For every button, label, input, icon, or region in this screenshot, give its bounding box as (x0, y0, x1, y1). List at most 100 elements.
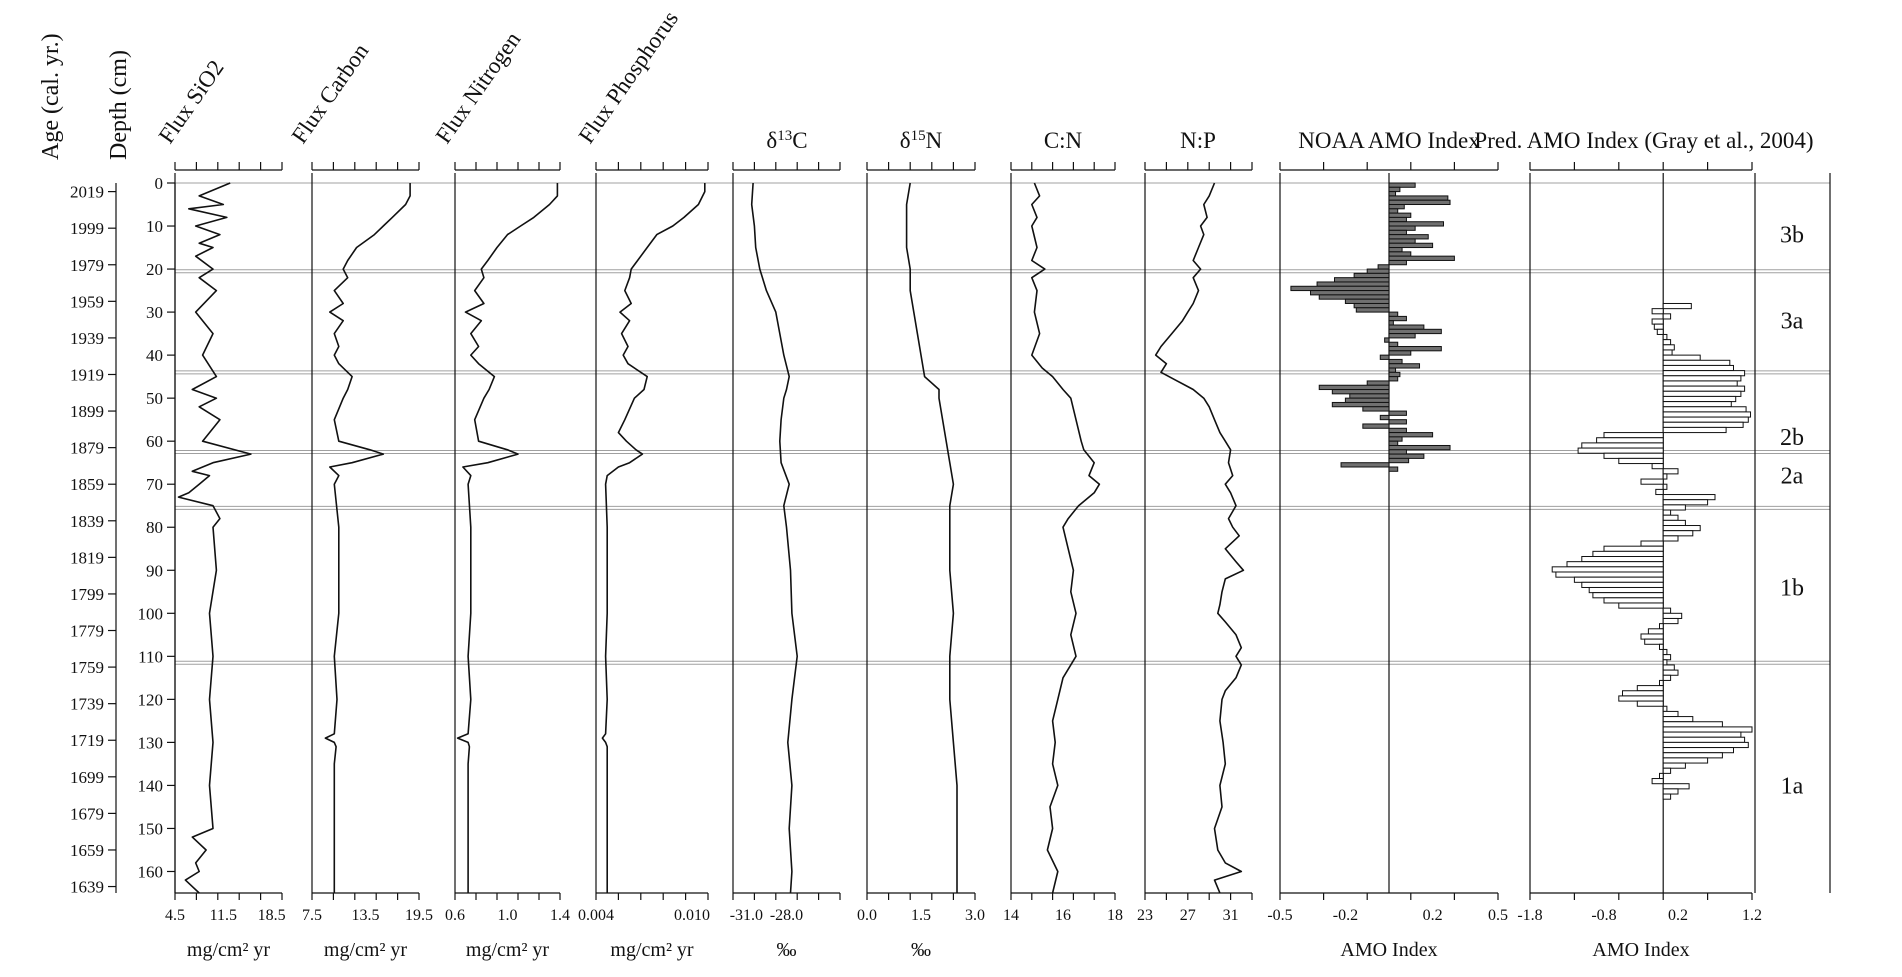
bar (1622, 690, 1664, 697)
bar (1316, 281, 1390, 287)
panel-sio2: 4.5 11.5 18.5 mg/cm² yr Flux SiO2 (154, 56, 286, 961)
x-axis-unit-label: mg/cm² yr (187, 939, 271, 961)
age-tick-label: 1819 (70, 548, 104, 567)
bar (1651, 318, 1664, 325)
zone-label: 2b (1780, 425, 1804, 451)
zone-label: 3a (1781, 309, 1804, 335)
depth-tick-label: 60 (146, 432, 163, 451)
bar (1581, 442, 1664, 449)
x-tick-label: 1.2 (1742, 907, 1762, 924)
bar (1592, 592, 1664, 599)
bar (1662, 504, 1686, 511)
bar (1388, 376, 1399, 382)
panel-title: Flux SiO2 (154, 56, 229, 148)
bar (1618, 457, 1664, 465)
bar (1334, 277, 1390, 283)
bar (1555, 571, 1664, 578)
depth-axis-title: Depth (cm) (106, 50, 132, 160)
bar (1388, 449, 1407, 455)
bar (1366, 268, 1390, 274)
x-axis-unit-label: ‰ (911, 939, 931, 961)
bar (1662, 721, 1723, 728)
bar (1581, 581, 1664, 588)
bar (1388, 247, 1403, 253)
zone-labels: 3b 3a 2b 2a 1b 1a (1754, 173, 1831, 893)
bar (1662, 354, 1701, 361)
bar (1388, 350, 1412, 356)
bar (1577, 447, 1664, 454)
bar (1603, 432, 1664, 439)
bar (1290, 285, 1390, 292)
x-tick-label: 4.5 (165, 907, 185, 924)
bar (1388, 242, 1434, 249)
x-axis-unit-label: AMO Index (1340, 939, 1437, 961)
bar (1318, 384, 1390, 391)
zone-label: 1a (1781, 773, 1804, 799)
x-axis-unit-label: mg/cm² yr (324, 939, 408, 961)
bar (1592, 550, 1664, 558)
bar (1388, 216, 1407, 223)
bar (1662, 705, 1668, 712)
bar (1640, 478, 1664, 485)
panel-title: Flux Nitrogen (431, 27, 526, 148)
panel-title: C:N (1044, 128, 1083, 153)
x-tick-label: -28.0 (770, 907, 803, 924)
x-tick-label: 18 (1107, 907, 1123, 924)
bar (1388, 410, 1407, 416)
bar (1388, 436, 1403, 442)
panel-carbon: 7.5 13.5 19.5 mg/cm² yr Flux Carbon (287, 38, 433, 961)
bar (1388, 204, 1405, 210)
bar (1340, 462, 1390, 468)
depth-tick-label: 160 (138, 862, 164, 881)
panel-np: 23 27 31 N:P (1137, 128, 1253, 924)
x-tick-label: 18.5 (258, 907, 286, 924)
age-tick-label: 1879 (70, 439, 104, 458)
age-tick-label: 1979 (70, 256, 104, 275)
x-tick-label: 1.5 (911, 907, 931, 924)
x-tick-label: 0.0 (857, 907, 877, 924)
panel-pred-amo: -1.8 -0.8 0.2 1.2 AMO Index Pred. AMO Index (… (1474, 128, 1813, 961)
panel-title: δ15N (900, 128, 943, 153)
bar (1662, 736, 1746, 743)
panel-title: Flux Phosphorus (574, 6, 684, 148)
bar (1662, 468, 1679, 475)
bar (1388, 333, 1416, 339)
bar (1662, 401, 1732, 408)
bar (1388, 341, 1399, 348)
zone-label: 2a (1781, 464, 1804, 490)
age-tick-label: 1919 (70, 365, 104, 384)
depth-tick-label: 30 (146, 303, 163, 322)
bar (1388, 371, 1401, 378)
x-tick-label: 1.4 (550, 907, 570, 924)
bar (1662, 716, 1694, 723)
x-tick-label: 0.5 (1488, 907, 1508, 924)
zone-label: 1b (1780, 575, 1804, 601)
bar (1662, 648, 1668, 656)
bar (1388, 255, 1455, 261)
bar (1388, 199, 1451, 206)
bar (1388, 315, 1407, 322)
series-line (905, 182, 958, 893)
bar (1379, 354, 1390, 360)
age-tick-label: 1959 (70, 292, 104, 311)
bar (1640, 633, 1664, 640)
x-tick-label: 16 (1055, 907, 1071, 924)
bar (1662, 607, 1672, 614)
bar (1388, 195, 1449, 201)
age-tick-label: 1699 (70, 768, 104, 787)
bar (1603, 452, 1664, 459)
bar (1362, 423, 1390, 429)
bar (1662, 509, 1672, 516)
panel-title: NOAA AMO Index (1298, 128, 1480, 153)
bar (1388, 311, 1399, 317)
bar (1388, 324, 1425, 330)
bar (1662, 364, 1734, 372)
age-tick-label: 1999 (70, 219, 104, 238)
bar (1662, 731, 1742, 738)
bar (1662, 313, 1672, 320)
left-axes: Age (cal. yr.) Depth (cm) 0 10 20 30 40 50 60 7… (38, 33, 176, 897)
bar (1388, 432, 1434, 438)
bar (1662, 483, 1668, 490)
panel-nitrogen: 0.6 1.0 1.4mg/cm² yr Flux Nitrogen (431, 27, 570, 961)
